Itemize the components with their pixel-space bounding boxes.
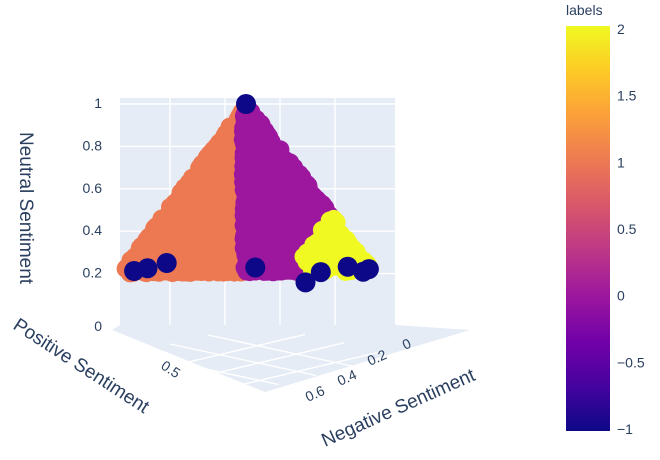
colorbar-tick-label: 1.5 xyxy=(617,88,637,104)
outlier-point xyxy=(337,256,358,277)
data-point xyxy=(235,216,254,235)
outlier-point xyxy=(358,259,379,280)
data-point xyxy=(209,148,228,166)
colorbar-tick-label: 0 xyxy=(617,288,625,304)
data-point xyxy=(325,224,344,243)
data-point xyxy=(308,232,327,251)
data-point xyxy=(261,235,279,254)
y-tick-label: 0.5 xyxy=(158,357,183,381)
z-tick-label: 0 xyxy=(94,318,102,334)
colorbar-tick-label: 2 xyxy=(617,21,625,37)
y-axis-ticks: 0.5 xyxy=(158,357,183,381)
x-tick-label: 0.6 xyxy=(303,382,327,405)
data-point xyxy=(178,249,197,268)
data-point xyxy=(235,160,254,179)
z-tick-label: 1 xyxy=(94,95,102,111)
z-tick-label: 0.8 xyxy=(83,137,103,153)
data-point xyxy=(278,215,297,234)
data-point xyxy=(243,182,262,201)
outlier-point xyxy=(137,258,158,279)
floor xyxy=(112,325,470,392)
data-point xyxy=(132,240,151,259)
z-tick-label: 0.4 xyxy=(83,222,103,238)
data-point xyxy=(176,218,195,237)
colorbar-ticks: 2 1.5 1 0.5 0 −0.5 −1 xyxy=(617,21,645,437)
data-point xyxy=(249,134,268,153)
data-point xyxy=(177,204,196,223)
data-point xyxy=(151,230,170,249)
z-tick-label: 0.2 xyxy=(83,265,103,281)
outlier-point xyxy=(236,94,256,114)
data-point xyxy=(194,235,213,254)
data-point xyxy=(265,165,284,184)
x-axis-ticks: 00.20.40.6 xyxy=(303,335,414,405)
data-point xyxy=(293,180,311,199)
data-point xyxy=(157,214,176,233)
data-point xyxy=(197,169,216,187)
cluster-label-1 xyxy=(116,103,253,283)
data-point xyxy=(203,257,222,276)
z-axis-ticks: 0 0.2 0.4 0.6 0.8 1 xyxy=(83,95,103,334)
data-point xyxy=(282,195,301,214)
colorbar-tick-label: −1 xyxy=(617,421,633,437)
data-point xyxy=(327,237,346,256)
data-point xyxy=(297,219,316,237)
data-point xyxy=(170,188,189,207)
outlier-point xyxy=(310,262,331,283)
outlier-point xyxy=(295,272,316,293)
data-point xyxy=(278,168,297,187)
colorbar-tick-label: 1 xyxy=(617,154,625,170)
colorbar xyxy=(566,26,610,431)
data-point xyxy=(262,255,281,274)
colorbar-title: labels xyxy=(566,2,603,18)
x-tick-label: 0.4 xyxy=(335,366,359,389)
outlier-point xyxy=(156,253,177,273)
z-axis-title: Neutral Sentiment xyxy=(15,132,36,285)
colorbar-tick-label: −0.5 xyxy=(617,354,645,370)
data-point xyxy=(196,190,215,209)
x-tick-label: 0.2 xyxy=(365,346,389,369)
cluster-label-neg1 xyxy=(124,94,379,293)
z-tick-label: 0.6 xyxy=(83,180,103,196)
data-point xyxy=(210,211,229,230)
data-point xyxy=(218,254,236,273)
data-point xyxy=(220,235,239,253)
data-point xyxy=(301,200,320,219)
outlier-point xyxy=(245,257,266,278)
colorbar-tick-label: 0.5 xyxy=(617,221,637,237)
